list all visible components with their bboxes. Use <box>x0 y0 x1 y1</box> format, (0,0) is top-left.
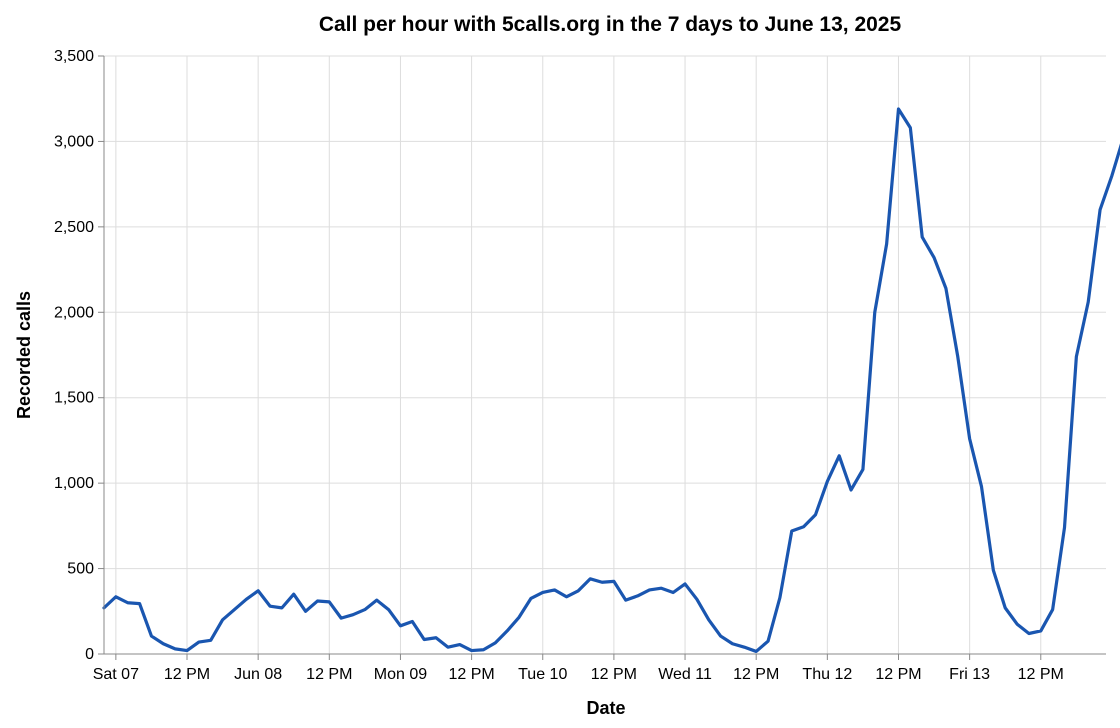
y-tick-label: 500 <box>67 561 94 578</box>
x-tick-label: Fri 13 <box>949 666 990 683</box>
y-axis-ticks: 0 500 1,000 1,500 2,000 2,500 3,000 3,500 <box>54 48 104 663</box>
y-grid <box>104 55 1106 655</box>
x-tick-label: Sat 07 <box>93 666 139 683</box>
y-tick-label: 3,000 <box>54 133 94 150</box>
x-grid <box>115 56 1042 654</box>
y-tick-label: 3,500 <box>54 48 94 65</box>
x-tick-label: Tue 10 <box>518 666 567 683</box>
x-tick-label: 12 PM <box>875 666 921 683</box>
x-tick-label: 12 PM <box>591 666 637 683</box>
x-tick-label: Jun 08 <box>234 666 282 683</box>
x-tick-label: Mon 09 <box>374 666 427 683</box>
x-tick-label: 12 PM <box>733 666 779 683</box>
y-tick-label: 2,500 <box>54 219 94 236</box>
x-tick-label: 12 PM <box>164 666 210 683</box>
x-axis-ticks: Sat 07 12 PM Jun 08 12 PM Mon 09 12 PM Tue 10 1… <box>93 654 1064 683</box>
chart-title: Call per hour with 5calls.org in the 7 d… <box>319 13 902 36</box>
y-tick-label: 2,000 <box>54 304 94 321</box>
y-tick-label: 1,500 <box>54 390 94 407</box>
y-tick-label: 1,000 <box>54 475 94 492</box>
series-layer <box>102 107 1120 654</box>
y-axis-title: Recorded calls <box>14 291 34 419</box>
x-tick-label: 12 PM <box>306 666 352 683</box>
x-tick-label: Thu 12 <box>802 666 852 683</box>
x-axis-title: Date <box>586 698 625 718</box>
y-tick-label: 0 <box>85 646 94 663</box>
x-tick-label: 12 PM <box>448 666 494 683</box>
x-tick-label: 12 PM <box>1018 666 1064 683</box>
series-line-0 <box>102 107 1120 654</box>
x-tick-label: Wed 11 <box>658 666 712 683</box>
